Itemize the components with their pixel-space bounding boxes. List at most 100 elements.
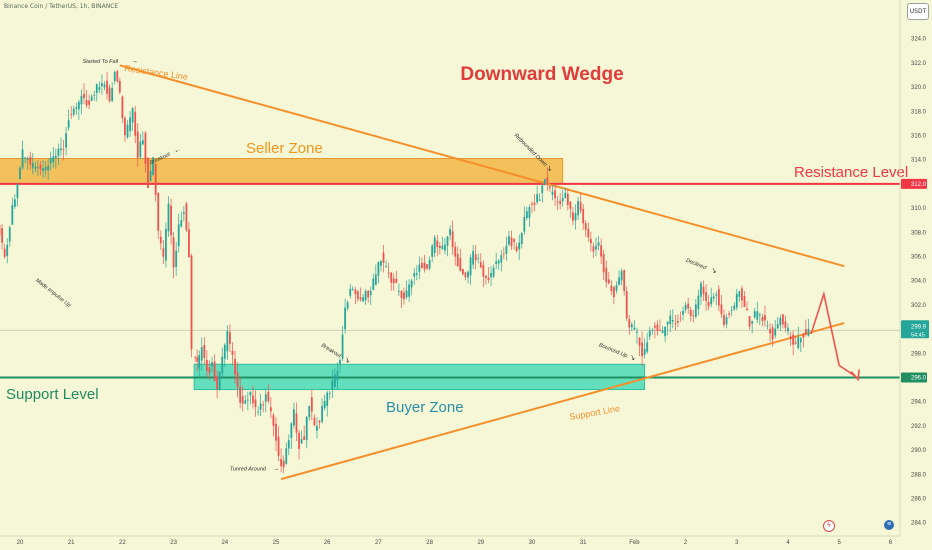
y-tick-label: 306.0 (911, 255, 927, 261)
candle-body (735, 293, 738, 308)
candle-body (477, 257, 480, 259)
candle-body (400, 291, 403, 298)
price-axis[interactable]: 284.0 286.0 288.0 290.0 292.0 294.0 296.0 298.0… (899, 0, 929, 536)
candle-body (44, 167, 47, 171)
candles-layer (0, 69, 810, 474)
annotation-arrow: ↘ (343, 356, 352, 365)
candle-body (561, 198, 564, 202)
annotation-arrow: ↘ (628, 354, 636, 363)
candle-body (213, 361, 216, 381)
support-level-value: 296.0 (911, 376, 927, 382)
candle-body (272, 415, 275, 426)
candle-body (351, 288, 354, 290)
annotation-text: Tunred Around (230, 467, 267, 473)
candle-body (6, 244, 9, 256)
candle-body (449, 229, 451, 236)
x-tick-label: 31 (580, 540, 587, 546)
lightning-icon[interactable]: ϟ (823, 520, 835, 532)
y-tick-label: 310.0 (911, 206, 927, 212)
candle-body (597, 242, 600, 246)
candle-body (188, 229, 190, 258)
candle-body (126, 124, 129, 138)
candle-body (415, 273, 418, 275)
candle-body (190, 255, 193, 350)
candle-body (566, 193, 569, 206)
candle-body (584, 223, 587, 230)
candle-body (95, 84, 98, 93)
candle-body (513, 239, 515, 242)
candle-body (497, 260, 500, 264)
us-flag-icon[interactable]: ≡ (884, 520, 894, 530)
y-tick-label: 324.0 (911, 37, 927, 43)
candle-body (47, 165, 50, 171)
candle-body (269, 407, 272, 412)
candle-body (88, 100, 91, 105)
candle-body (395, 278, 398, 283)
candle-body (643, 348, 646, 355)
y-tick-label: 292.0 (911, 424, 927, 430)
candle-body (454, 246, 457, 257)
candle-body (776, 324, 779, 329)
candle-body (305, 417, 308, 441)
candle-body (707, 301, 710, 307)
candle-body (380, 260, 382, 266)
y-tick-label: 290.0 (911, 448, 927, 454)
candle-body (231, 350, 234, 356)
candle-body (249, 391, 252, 396)
candle-body (285, 448, 288, 464)
y-tick-label: 284.0 (911, 521, 927, 527)
candle-body (182, 212, 185, 215)
candle-body (339, 359, 341, 364)
candle-body (349, 288, 352, 296)
candle-body (689, 309, 692, 317)
time-axis[interactable]: 20 21 22 23 24 25 26 27 28 29 30 31 Feb 2 3 4 5 6 (0, 535, 900, 546)
candle-body (805, 329, 807, 335)
candle-body (515, 246, 518, 252)
candle-body (1, 228, 3, 243)
candle-body (90, 96, 93, 101)
candle-body (290, 423, 293, 438)
currency-button[interactable]: USDT (907, 3, 929, 20)
candle-body (194, 356, 197, 358)
candle-body (536, 194, 539, 203)
candle-body (761, 316, 764, 322)
candle-body (723, 315, 725, 325)
x-tick-label: 29 (477, 540, 484, 546)
candle-body (623, 270, 626, 292)
candle-body (705, 292, 707, 302)
x-tick-label: 22 (119, 540, 126, 546)
x-tick-label: 30 (529, 540, 536, 546)
candle-body (295, 413, 298, 433)
candle-body (359, 297, 362, 300)
candle-body (313, 417, 316, 426)
x-tick-label: 5 (838, 540, 842, 546)
candle-body (208, 367, 211, 373)
candle-body (638, 337, 641, 346)
candle-body (116, 71, 119, 82)
y-tick-label: 308.0 (911, 230, 927, 236)
candle-body (444, 244, 446, 251)
candle-body (60, 148, 62, 151)
candle-body (80, 95, 83, 105)
candle-body (464, 272, 467, 278)
candle-body (746, 308, 748, 311)
candle-body (26, 158, 29, 160)
candle-body (474, 254, 477, 261)
candle-body (326, 392, 329, 406)
candle-body (720, 304, 723, 315)
candle-body (677, 320, 679, 323)
candle-body (134, 111, 137, 136)
candle-body (54, 155, 57, 159)
candle-body (431, 245, 434, 257)
buyer-zone-label: Buyer Zone (386, 399, 464, 416)
candle-body (787, 327, 789, 332)
candle-body (774, 328, 777, 336)
candle-body (37, 167, 39, 169)
candle-body (531, 203, 533, 205)
candle-body (331, 380, 334, 389)
candle-body (83, 93, 85, 99)
symbol-header[interactable]: Binance Coin / TetherUS, 1h, BINANCE (4, 3, 119, 10)
candle-body (664, 326, 667, 337)
candle-body (257, 411, 259, 413)
x-tick-label: 3 (735, 540, 739, 546)
